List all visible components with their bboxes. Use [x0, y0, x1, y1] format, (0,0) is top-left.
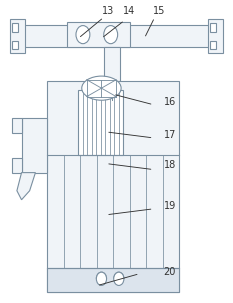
Text: 13: 13	[102, 6, 114, 16]
Text: 16: 16	[164, 97, 176, 107]
Bar	[12, 118, 21, 133]
Circle shape	[76, 25, 90, 44]
Bar	[12, 23, 18, 32]
Ellipse shape	[82, 76, 121, 100]
Bar	[17, 25, 216, 48]
Circle shape	[104, 25, 118, 44]
Bar	[78, 90, 123, 155]
Polygon shape	[17, 173, 35, 200]
Bar	[210, 23, 216, 32]
Bar	[12, 41, 18, 49]
Bar	[104, 48, 120, 81]
Circle shape	[114, 272, 124, 285]
Bar	[12, 158, 21, 173]
Bar	[47, 268, 179, 292]
Bar	[67, 22, 130, 48]
Bar	[208, 19, 223, 53]
Bar	[10, 19, 25, 53]
Text: 15: 15	[153, 6, 165, 16]
Bar	[210, 41, 216, 49]
Bar	[21, 118, 47, 173]
Bar	[47, 81, 179, 292]
Text: 17: 17	[164, 130, 176, 140]
Text: 18: 18	[164, 160, 176, 170]
Text: 19: 19	[164, 201, 176, 211]
Text: 14: 14	[123, 6, 135, 16]
Circle shape	[96, 272, 106, 285]
Text: 20: 20	[164, 267, 176, 277]
